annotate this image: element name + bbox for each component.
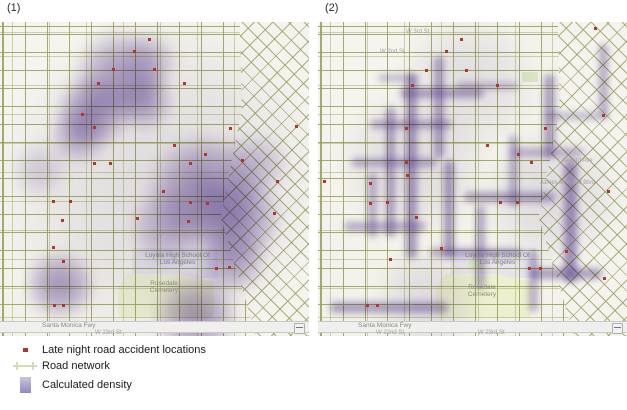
legend-label: Late night road accident locations bbox=[42, 344, 206, 356]
accident-dot bbox=[189, 162, 192, 165]
accident-dot bbox=[530, 161, 533, 164]
accident-dot bbox=[499, 201, 502, 204]
accident-dot bbox=[229, 127, 232, 130]
map-logo-icon bbox=[612, 323, 623, 334]
accident-dot bbox=[295, 125, 298, 128]
accident-dot bbox=[206, 202, 209, 205]
accident-dot bbox=[52, 200, 55, 203]
accident-dot bbox=[425, 69, 428, 72]
accident-dot bbox=[153, 68, 156, 71]
accident-dot bbox=[369, 182, 372, 185]
accident-dot bbox=[594, 27, 597, 30]
accident-dot bbox=[136, 217, 139, 220]
accident-dot bbox=[148, 38, 151, 41]
accident-dot bbox=[544, 127, 547, 130]
accident-dot bbox=[97, 82, 100, 85]
santa-monica-freeway-band bbox=[0, 321, 309, 333]
accident-dot bbox=[465, 69, 468, 72]
accident-dot bbox=[440, 247, 443, 250]
accident-dot bbox=[81, 113, 84, 116]
legend: Late night road accident locations Road … bbox=[8, 344, 206, 395]
accident-dot bbox=[241, 159, 244, 162]
accident-dot bbox=[215, 267, 218, 270]
legend-item-density: Calculated density bbox=[8, 377, 206, 393]
accident-dot bbox=[486, 144, 489, 147]
legend-label: Road network bbox=[42, 360, 110, 372]
accident-dot bbox=[133, 50, 136, 53]
road-line-icon bbox=[8, 358, 42, 374]
accident-dot bbox=[61, 219, 64, 222]
map-logo-icon bbox=[294, 323, 305, 334]
density-swatch-icon bbox=[8, 377, 42, 393]
legend-item-accidents: Late night road accident locations bbox=[8, 344, 206, 356]
accident-dot bbox=[516, 201, 519, 204]
accident-dot bbox=[386, 201, 389, 204]
accident-dot bbox=[273, 212, 276, 215]
accident-dot bbox=[406, 174, 409, 177]
accident-dot bbox=[528, 267, 531, 270]
accident-dot bbox=[69, 200, 72, 203]
accident-dot bbox=[376, 304, 379, 307]
map-panel-2: (2) Loyola High School Of Los Angeles Ros… bbox=[318, 0, 627, 336]
accident-dot bbox=[405, 161, 408, 164]
accident-dot bbox=[189, 201, 192, 204]
accident-marker-icon bbox=[8, 348, 42, 352]
accident-dot bbox=[93, 126, 96, 129]
accident-dot bbox=[62, 260, 65, 263]
accident-dot bbox=[162, 190, 165, 193]
accident-dot bbox=[460, 38, 463, 41]
accident-dot bbox=[109, 162, 112, 165]
accident-dot bbox=[496, 84, 499, 87]
accident-dot bbox=[369, 202, 372, 205]
map-panel-1: (1) Loyola High School Of Los Angeles Ros… bbox=[0, 0, 309, 336]
accident-dot bbox=[445, 50, 448, 53]
accident-dot bbox=[323, 180, 326, 183]
accident-dot bbox=[276, 180, 279, 183]
accident-dot bbox=[389, 258, 392, 261]
accident-dot bbox=[517, 153, 520, 156]
panel-1-label: (1) bbox=[7, 2, 21, 14]
map-2-network-density: Loyola High School Of Los Angeles Rosedal… bbox=[318, 22, 627, 336]
accident-dot bbox=[187, 220, 190, 223]
santa-monica-freeway-band bbox=[318, 321, 627, 333]
accident-dot bbox=[112, 68, 115, 71]
accident-dot bbox=[62, 304, 65, 307]
accident-dot bbox=[52, 246, 55, 249]
accident-dot bbox=[53, 304, 56, 307]
accident-dot bbox=[204, 153, 207, 156]
legend-item-road-network: Road network bbox=[8, 358, 206, 374]
accident-dot bbox=[183, 82, 186, 85]
map-1-kernel-density: Loyola High School Of Los Angeles Rosedal… bbox=[0, 22, 309, 336]
accident-dot bbox=[228, 266, 231, 269]
accident-dot bbox=[366, 304, 369, 307]
accident-dot bbox=[415, 216, 418, 219]
accident-dot bbox=[607, 190, 610, 193]
accident-dot bbox=[539, 267, 542, 270]
accident-dot bbox=[565, 250, 568, 253]
accident-dot bbox=[173, 144, 176, 147]
accident-dot bbox=[602, 114, 605, 117]
accident-dot bbox=[93, 162, 96, 165]
accident-dot bbox=[603, 277, 606, 280]
panel-2-label: (2) bbox=[325, 2, 339, 14]
legend-label: Calculated density bbox=[42, 379, 132, 391]
accident-dot bbox=[405, 127, 408, 130]
accident-dot bbox=[411, 84, 414, 87]
